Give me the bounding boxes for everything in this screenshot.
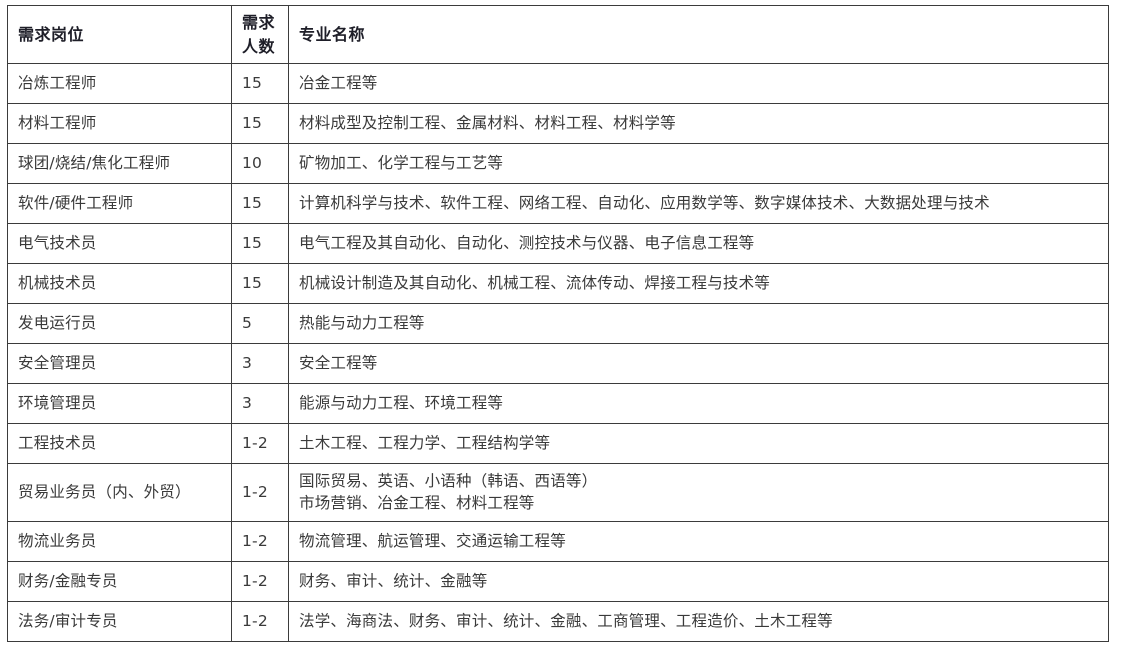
cell-major-line: 矿物加工、化学工程与工艺等 (299, 153, 504, 172)
cell-major-line: 法学、海商法、财务、审计、统计、金融、工商管理、工程造价、土木工程等 (299, 611, 833, 630)
cell-count: 3 (231, 343, 289, 384)
table-row: 冶炼工程师 15 冶金工程等 (7, 63, 1109, 104)
table-row: 物流业务员 1-2 物流管理、航运管理、交通运输工程等 (7, 521, 1109, 562)
cell-post: 电气技术员 (7, 223, 232, 264)
cell-count: 1-2 (231, 521, 289, 562)
cell-post: 材料工程师 (7, 103, 232, 144)
cell-count: 3 (231, 383, 289, 424)
cell-major-line: 机械设计制造及其自动化、机械工程、流体传动、焊接工程与技术等 (299, 273, 771, 292)
cell-post: 贸易业务员（内、外贸） (7, 463, 232, 522)
cell-count: 15 (231, 103, 289, 144)
cell-post: 软件/硬件工程师 (7, 183, 232, 224)
column-header-post: 需求岗位 (7, 5, 232, 64)
cell-post: 法务/审计专员 (7, 601, 232, 642)
table-row: 材料工程师 15 材料成型及控制工程、金属材料、材料工程、材料学等 (7, 103, 1109, 144)
cell-major-line: 冶金工程等 (299, 73, 378, 92)
cell-post: 发电运行员 (7, 303, 232, 344)
cell-major: 材料成型及控制工程、金属材料、材料工程、材料学等 (288, 103, 1109, 144)
cell-count: 1-2 (231, 601, 289, 642)
table-row: 发电运行员 5 热能与动力工程等 (7, 303, 1109, 344)
cell-count: 1-2 (231, 561, 289, 602)
cell-major: 法学、海商法、财务、审计、统计、金融、工商管理、工程造价、土木工程等 (288, 601, 1109, 642)
cell-count: 1-2 (231, 463, 289, 522)
cell-count: 10 (231, 143, 289, 184)
cell-count: 5 (231, 303, 289, 344)
column-header-count: 需求 人数 (231, 5, 289, 64)
cell-count: 1-2 (231, 423, 289, 464)
table-row: 安全管理员 3 安全工程等 (7, 343, 1109, 384)
cell-post: 安全管理员 (7, 343, 232, 384)
table-header: 需求岗位 需求 人数 专业名称 (7, 5, 1109, 64)
table-row: 法务/审计专员 1-2 法学、海商法、财务、审计、统计、金融、工商管理、工程造价、土… (7, 601, 1109, 642)
table-header-row: 需求岗位 需求 人数 专业名称 (7, 5, 1109, 64)
cell-major: 国际贸易、英语、小语种（韩语、西语等） 市场营销、冶金工程、材料工程等 (288, 463, 1109, 522)
cell-major: 安全工程等 (288, 343, 1109, 384)
column-header-count-line2: 人数 (242, 36, 276, 56)
cell-post: 环境管理员 (7, 383, 232, 424)
cell-major-line: 国际贸易、英语、小语种（韩语、西语等） (299, 471, 598, 490)
cell-major: 冶金工程等 (288, 63, 1109, 104)
table-row: 贸易业务员（内、外贸） 1-2 国际贸易、英语、小语种（韩语、西语等） 市场营销、冶金… (7, 463, 1109, 522)
cell-major: 土木工程、工程力学、工程结构学等 (288, 423, 1109, 464)
table-row: 软件/硬件工程师 15 计算机科学与技术、软件工程、网络工程、自动化、应用数学等、数… (7, 183, 1109, 224)
cell-major: 机械设计制造及其自动化、机械工程、流体传动、焊接工程与技术等 (288, 263, 1109, 304)
cell-major: 物流管理、航运管理、交通运输工程等 (288, 521, 1109, 562)
cell-major: 能源与动力工程、环境工程等 (288, 383, 1109, 424)
cell-post: 机械技术员 (7, 263, 232, 304)
cell-major-line: 安全工程等 (299, 353, 378, 372)
table-row: 电气技术员 15 电气工程及其自动化、自动化、测控技术与仪器、电子信息工程等 (7, 223, 1109, 264)
table-body: 冶炼工程师 15 冶金工程等 材料工程师 15 材料成型及控制工程、金属材料、材料工程、材… (7, 63, 1109, 642)
table-row: 工程技术员 1-2 土木工程、工程力学、工程结构学等 (7, 423, 1109, 464)
cell-post: 球团/烧结/焦化工程师 (7, 143, 232, 184)
table-row: 机械技术员 15 机械设计制造及其自动化、机械工程、流体传动、焊接工程与技术等 (7, 263, 1109, 304)
cell-major-line: 热能与动力工程等 (299, 313, 425, 332)
cell-count: 15 (231, 263, 289, 304)
cell-post: 物流业务员 (7, 521, 232, 562)
column-header-major: 专业名称 (288, 5, 1109, 64)
cell-post: 冶炼工程师 (7, 63, 232, 104)
cell-count: 15 (231, 223, 289, 264)
cell-major: 计算机科学与技术、软件工程、网络工程、自动化、应用数学等、数字媒体技术、大数据处… (288, 183, 1109, 224)
cell-count: 15 (231, 63, 289, 104)
cell-major-line: 材料成型及控制工程、金属材料、材料工程、材料学等 (299, 113, 676, 132)
cell-count: 15 (231, 183, 289, 224)
cell-post: 财务/金融专员 (7, 561, 232, 602)
cell-major-line: 物流管理、航运管理、交通运输工程等 (299, 531, 566, 550)
cell-major: 热能与动力工程等 (288, 303, 1109, 344)
cell-major-line: 市场营销、冶金工程、材料工程等 (299, 494, 535, 512)
cell-major-line: 计算机科学与技术、软件工程、网络工程、自动化、应用数学等、数字媒体技术、大数据处… (299, 193, 990, 212)
cell-major: 电气工程及其自动化、自动化、测控技术与仪器、电子信息工程等 (288, 223, 1109, 264)
recruitment-demand-table: 需求岗位 需求 人数 专业名称 冶炼工程师 15 冶金工程等 材料工程师 15 材料成型及… (7, 5, 1109, 642)
column-header-count-line1: 需求 (242, 12, 276, 32)
cell-major: 矿物加工、化学工程与工艺等 (288, 143, 1109, 184)
cell-major: 财务、审计、统计、金融等 (288, 561, 1109, 602)
cell-post: 工程技术员 (7, 423, 232, 464)
table-row: 环境管理员 3 能源与动力工程、环境工程等 (7, 383, 1109, 424)
table-row: 财务/金融专员 1-2 财务、审计、统计、金融等 (7, 561, 1109, 602)
cell-major-line: 能源与动力工程、环境工程等 (299, 393, 504, 412)
table-row: 球团/烧结/焦化工程师 10 矿物加工、化学工程与工艺等 (7, 143, 1109, 184)
cell-major-line: 财务、审计、统计、金融等 (299, 571, 488, 590)
cell-major-line: 电气工程及其自动化、自动化、测控技术与仪器、电子信息工程等 (299, 233, 755, 252)
cell-major-line: 土木工程、工程力学、工程结构学等 (299, 433, 551, 452)
